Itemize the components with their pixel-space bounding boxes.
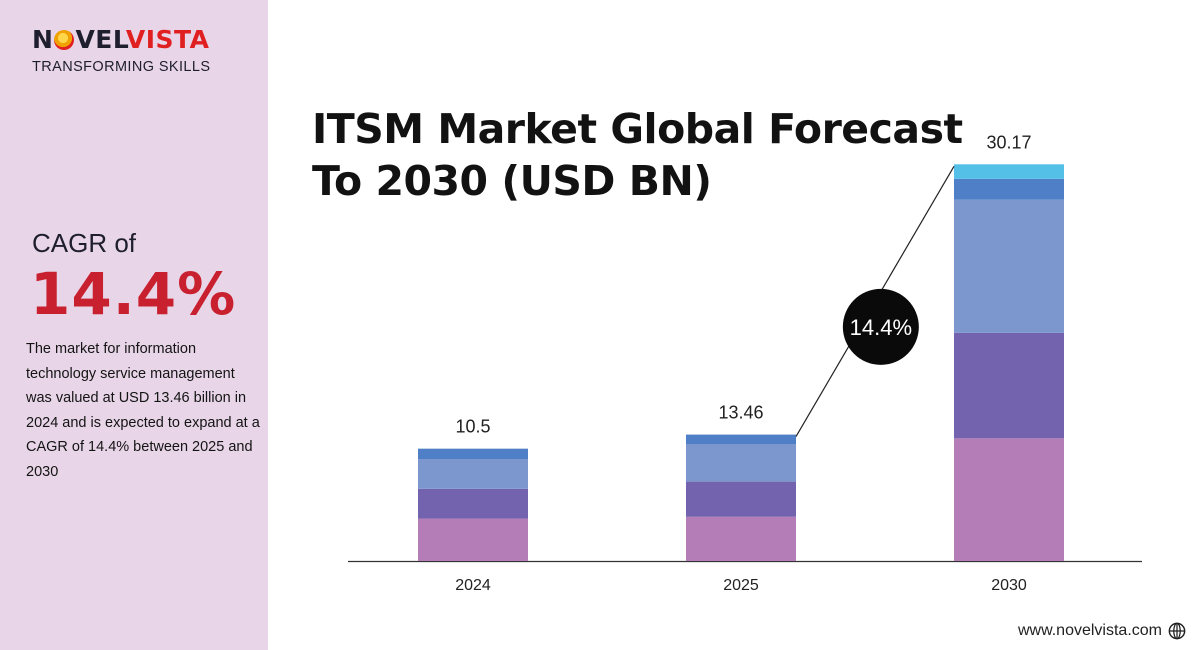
bar-segment-2025-s1 xyxy=(686,516,796,561)
logo-word-part1: N xyxy=(32,25,54,54)
logo-word-part3: VISTA xyxy=(125,25,210,54)
cagr-label: CAGR of xyxy=(32,228,137,258)
bar-segment-2030-s2 xyxy=(954,332,1064,439)
growth-badge-circle xyxy=(842,288,919,365)
bar-segment-2030-s3 xyxy=(954,199,1064,333)
bar-total-label-2024: 10.5 xyxy=(455,417,490,437)
x-tick-label-2030: 2030 xyxy=(991,577,1027,594)
bar-segment-2025-s2 xyxy=(686,481,796,517)
bar-segment-2025-s4 xyxy=(686,434,796,445)
footer: www.novelvista.com xyxy=(1018,622,1186,640)
logo-word-part2: VEL xyxy=(75,25,126,54)
logo-wordmark: N VELVISTA xyxy=(32,26,210,54)
logo-tagline: TRANSFORMING SKILLS xyxy=(32,59,211,75)
growth-badge-label: 14.4% xyxy=(850,315,912,340)
bar-total-label-2025: 13.46 xyxy=(718,403,763,423)
bar-segment-2024-s4 xyxy=(418,448,528,460)
bar-segment-2025-s3 xyxy=(686,444,796,482)
bar-segment-2024-s2 xyxy=(418,488,528,519)
x-tick-label-2025: 2025 xyxy=(723,577,759,594)
bar-segment-2030-s1 xyxy=(954,438,1064,561)
chart-title: ITSM Market Global Forecast To 2030 (USD… xyxy=(312,105,963,205)
x-tick-label-2024: 2024 xyxy=(455,577,491,594)
novelvista-logo[interactable]: N VELVISTA TRANSFORMING SKILLS xyxy=(32,26,211,76)
bar-segment-2024-s1 xyxy=(418,518,528,561)
website-link[interactable]: www.novelvista.com xyxy=(1017,622,1162,639)
globe-icon xyxy=(1168,622,1186,640)
bar-segment-2030-s4 xyxy=(954,178,1064,200)
bar-segment-2024-s3 xyxy=(418,459,528,489)
logo-medal-icon xyxy=(54,30,75,50)
bar-segment-2030-s5 xyxy=(954,164,1064,179)
bar-total-label-2030: 30.17 xyxy=(986,132,1031,152)
market-description: The market for information technology se… xyxy=(26,341,260,480)
cagr-value: 14.4% xyxy=(30,260,237,328)
sidebar-panel: N VELVISTA TRANSFORMING SKILLS CAGR of 14… xyxy=(0,0,268,650)
